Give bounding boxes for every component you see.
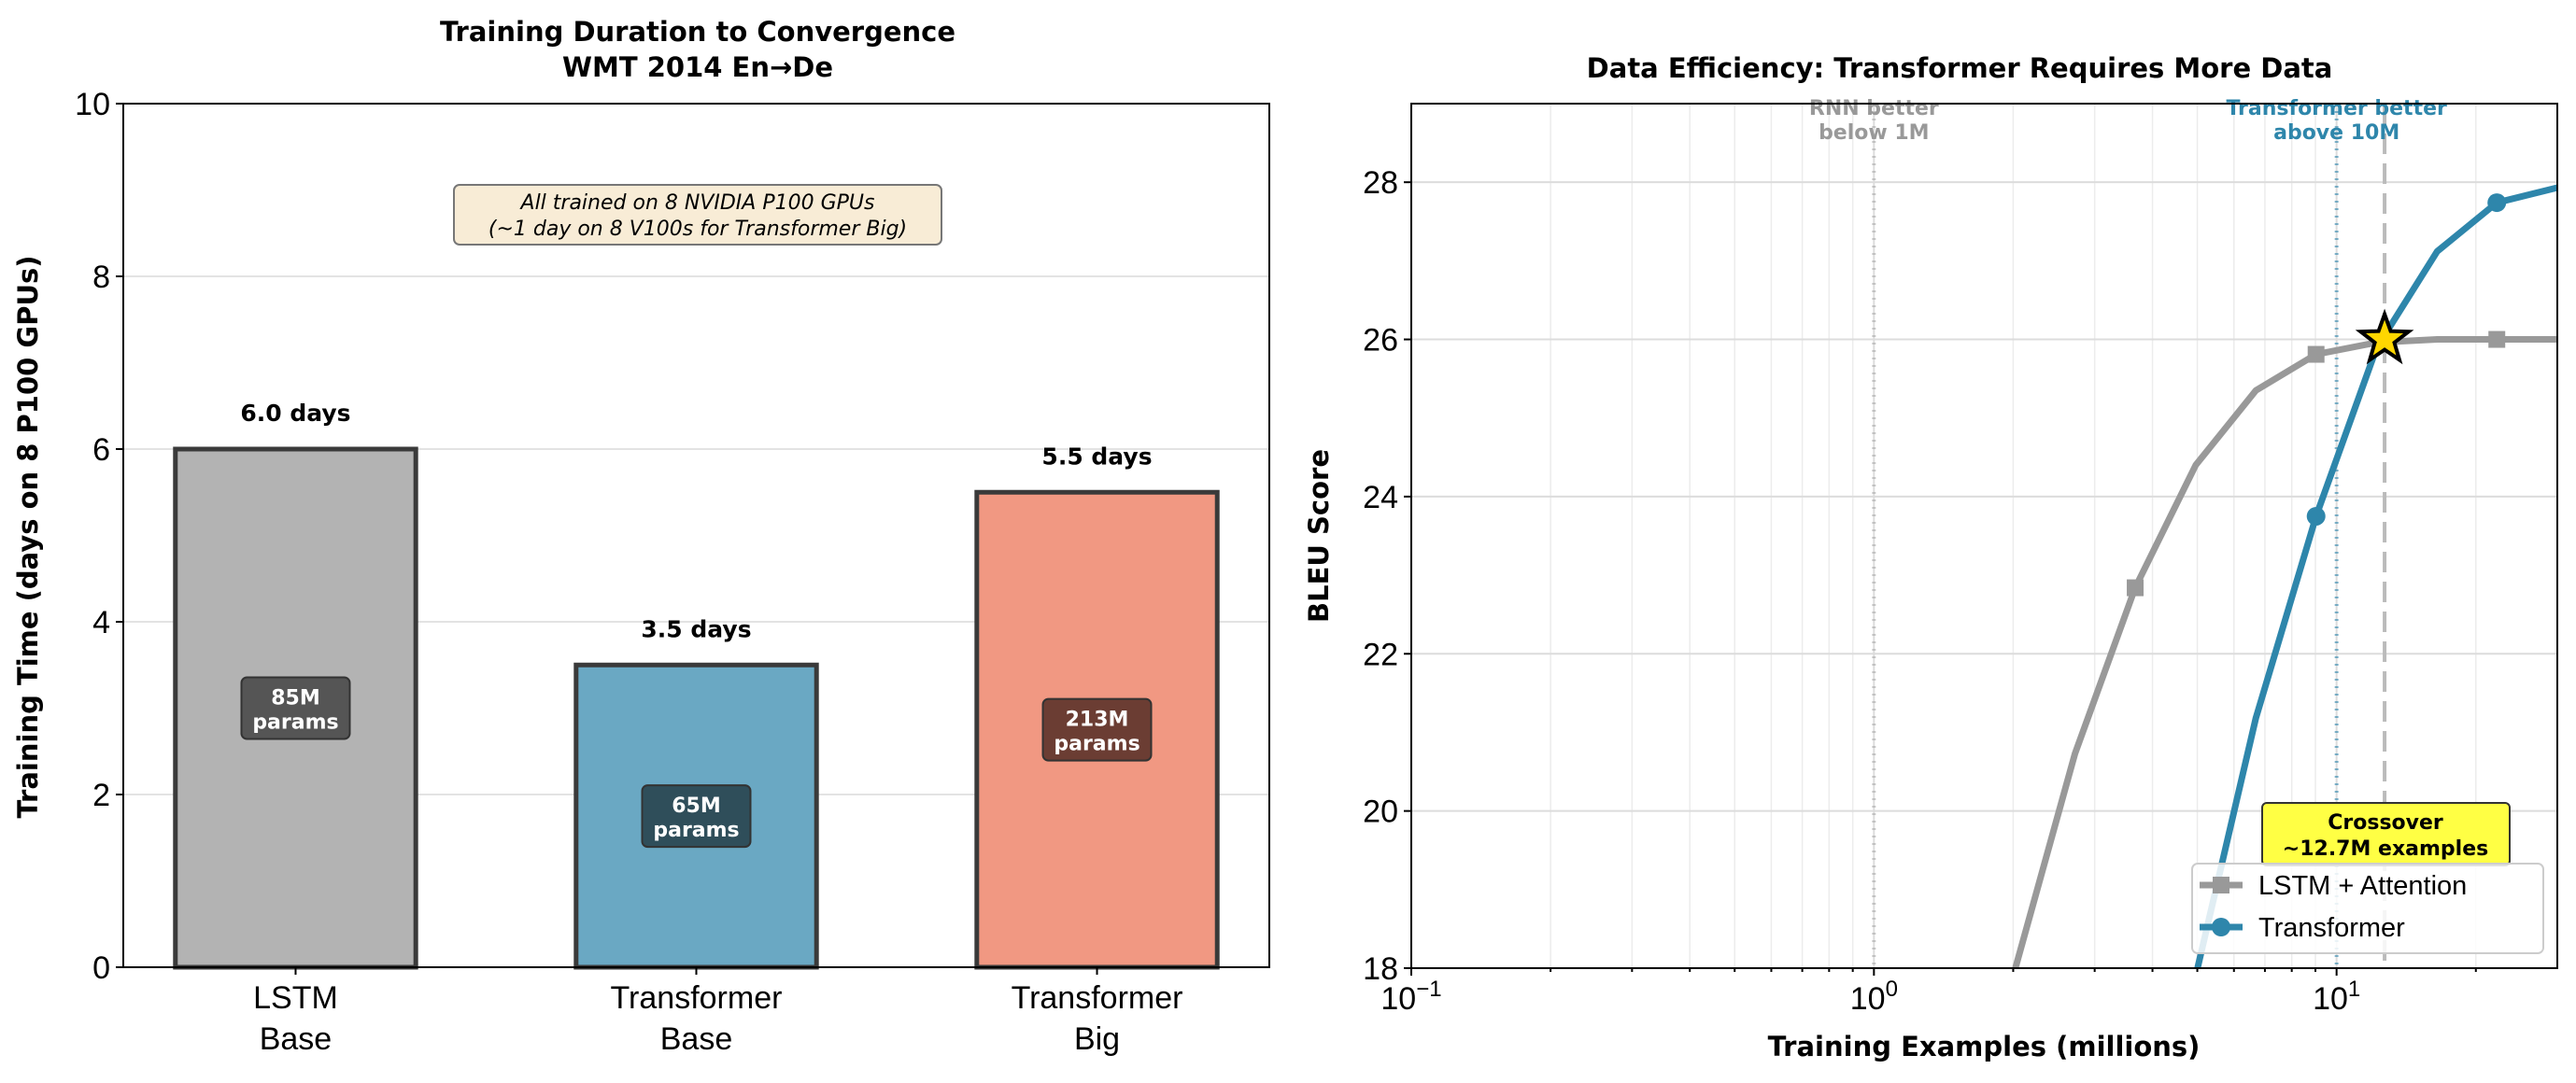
data-point	[2127, 579, 2144, 597]
note-text: All trained on 8 NVIDIA P100 GPUs	[519, 191, 875, 215]
crossover-star-icon	[2355, 308, 2414, 365]
axes-frame	[122, 103, 1270, 968]
x-tick-base: 10	[1380, 981, 1416, 1017]
x-tick-label: Transformer	[1012, 980, 1183, 1016]
x-tick-label: Base	[660, 1021, 733, 1057]
note-text: (~1 day on 8 V100s for Transformer Big)	[488, 218, 907, 241]
x-tick-label: LSTM	[253, 980, 338, 1016]
y-tick-label: 10	[75, 87, 110, 122]
bar-value-label: 5.5 days	[1041, 443, 1152, 470]
param-label: 65M	[672, 795, 721, 818]
param-label: 213M	[1066, 709, 1129, 732]
y-tick-label: 28	[1363, 165, 1398, 201]
y-axis-label: BLEU Score	[1303, 449, 1335, 623]
note-box	[453, 184, 942, 246]
legend-square-icon	[2213, 877, 2229, 893]
crossover-label: Crossover	[2328, 811, 2443, 835]
y-tick-label: 20	[1363, 795, 1398, 830]
x-tick-label: Base	[260, 1021, 333, 1057]
legend-label: Transformer	[2258, 913, 2405, 943]
y-tick-label: 2	[92, 778, 110, 813]
chart-title: Training Duration to Convergence	[440, 16, 955, 48]
axes-frame	[1410, 103, 2558, 969]
bar-value-label: 3.5 days	[641, 615, 751, 642]
chart-subtitle: WMT 2014 En→De	[562, 51, 833, 83]
x-tick-exponent: −1	[1416, 977, 1441, 1002]
chart-title: Data Efficiency: Transformer Requires Mo…	[1587, 52, 2333, 84]
param-label: params	[653, 819, 739, 842]
y-tick-label: 4	[92, 605, 110, 640]
legend-circle-icon	[2212, 918, 2230, 936]
data-point	[2306, 506, 2326, 526]
legend-label: LSTM + Attention	[2258, 871, 2467, 901]
y-tick-label: 18	[1363, 951, 1398, 987]
data-point	[2487, 193, 2507, 213]
param-label: params	[252, 711, 338, 735]
reference-label: RNN better	[1809, 97, 1939, 120]
crossover-label: ~12.7M examples	[2283, 837, 2488, 861]
reference-label: below 1M	[1819, 121, 1930, 145]
x-axis-label: Training Examples (millions)	[1768, 1031, 2201, 1062]
bar-value-label: 6.0 days	[240, 400, 350, 427]
param-label: 85M	[271, 687, 320, 710]
y-tick-label: 8	[92, 260, 110, 295]
x-tick-exponent: 0	[1886, 977, 1898, 1002]
data-point	[2488, 331, 2506, 348]
y-tick-label: 6	[92, 432, 110, 468]
y-tick-label: 0	[92, 950, 110, 986]
x-tick-base: 10	[1850, 981, 1886, 1017]
y-axis-label: Training Time (days on 8 P100 GPUs)	[12, 255, 44, 818]
y-tick-label: 26	[1363, 323, 1398, 359]
legend	[2191, 863, 2544, 954]
param-label: params	[1054, 733, 1139, 756]
param-box	[1041, 697, 1153, 762]
y-tick-label: 22	[1363, 637, 1398, 672]
x-tick-base: 10	[2313, 981, 2348, 1017]
reference-label: above 10M	[2273, 121, 2399, 145]
x-tick-label: 101	[2313, 977, 2360, 1017]
param-box	[641, 784, 752, 849]
x-tick-label: 10−1	[1380, 977, 1441, 1017]
x-tick-label: Transformer	[611, 980, 783, 1016]
data-point	[2307, 345, 2325, 363]
reference-label: Transformer better	[2226, 97, 2447, 120]
x-tick-label: Big	[1074, 1021, 1120, 1057]
series-line-lstm	[2012, 336, 2557, 968]
param-box	[240, 676, 351, 740]
y-tick-label: 24	[1363, 480, 1398, 515]
x-tick-label: 100	[1850, 977, 1898, 1017]
x-tick-exponent: 1	[2348, 977, 2360, 1002]
